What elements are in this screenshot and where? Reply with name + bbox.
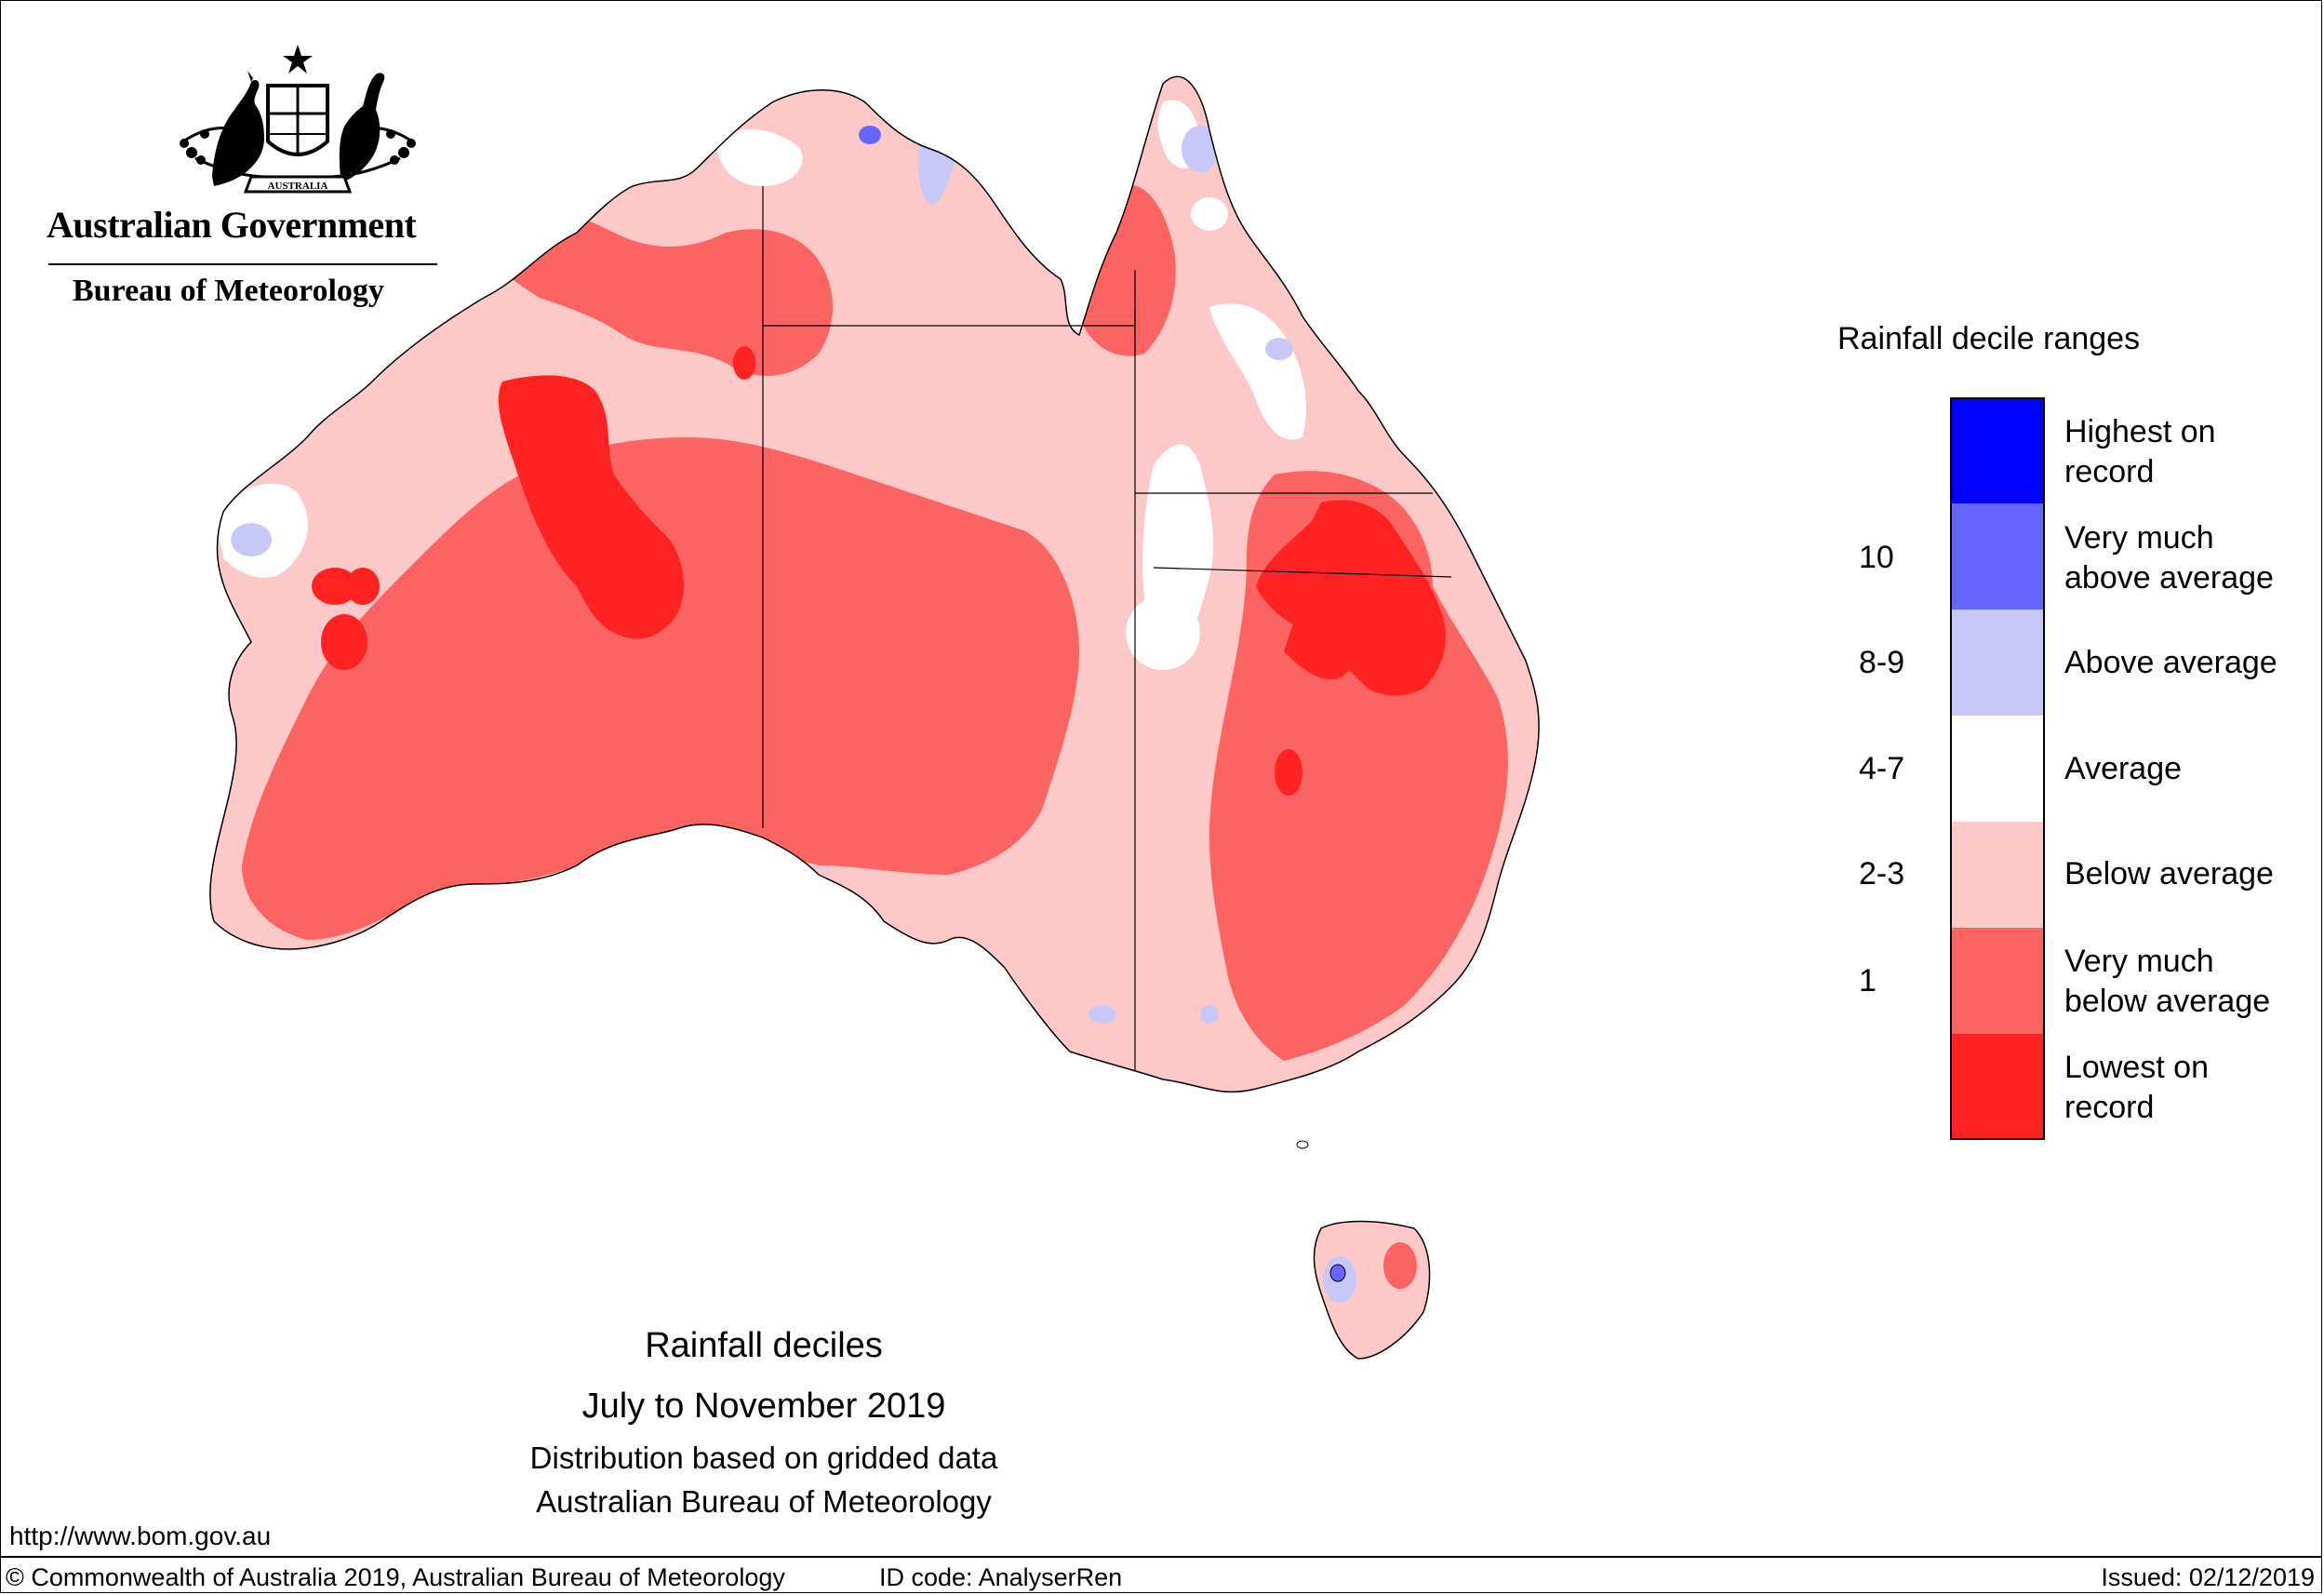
coastline — [209, 75, 1540, 1093]
kangaroo — [212, 80, 264, 186]
coat-of-arms-logo: AUSTRALIA — [180, 45, 416, 194]
map-title: Rainfall deciles — [645, 1326, 883, 1365]
header-divider — [48, 263, 437, 265]
map-subtitle-agency: Australian Bureau of Meteorology — [536, 1484, 992, 1519]
legend-swatch-below — [1950, 822, 2045, 928]
legend-title: Rainfall decile ranges — [1837, 321, 2141, 356]
legend-swatch-lowest — [1950, 1034, 2045, 1140]
legend-swatch-above — [1950, 610, 2045, 716]
legend-label-lowest: Lowest on record — [2064, 1050, 2209, 1125]
legend-range-2-3: 2-3 — [1859, 856, 1905, 891]
motto-scroll — [243, 175, 353, 194]
footer-id-code: ID code: AnalyserRen — [879, 1563, 1123, 1591]
map-period: July to November 2019 — [581, 1387, 946, 1426]
commonwealth-star — [283, 45, 313, 74]
legend-swatch-very-much-above — [1950, 503, 2045, 610]
legend-label-highest: Highest on record — [2064, 414, 2216, 489]
bom-url-link[interactable]: http://www.bom.gov.au — [9, 1521, 272, 1550]
svg-text:AUSTRALIA: AUSTRALIA — [268, 181, 328, 192]
legend-range-8-9: 8-9 — [1859, 645, 1905, 680]
legend-range-1: 1 — [1859, 963, 1877, 999]
legend-range-4-7: 4-7 — [1859, 751, 1905, 786]
legend-label-above: Above average — [2064, 645, 2277, 680]
legend-swatch-highest — [1950, 397, 2045, 503]
footer-issued: Issued: 02/12/2019 — [2101, 1563, 2315, 1591]
state-borders — [762, 186, 1452, 1070]
emu — [339, 73, 385, 182]
legend-label-very-much-above: Very much above average — [2064, 520, 2274, 596]
bureau-title: Bureau of Meteorology — [73, 274, 384, 308]
government-title: Australian Government — [47, 204, 417, 246]
legend-label-very-much-below: Very much below average — [2064, 944, 2271, 1019]
footer-copyright: © Commonwealth of Australia 2019, Austra… — [6, 1563, 785, 1591]
map-subtitle-distribution: Distribution based on gridded data — [529, 1441, 998, 1475]
legend-range-10: 10 — [1859, 540, 1894, 575]
legend-label-below: Below average — [2064, 856, 2274, 891]
footer-divider — [0, 1556, 2322, 1558]
legend-swatch-average — [1950, 716, 2045, 822]
australia-rainfall-map — [209, 75, 1540, 1360]
legend-swatch-very-much-below — [1950, 928, 2045, 1034]
legend-label-average: Average — [2064, 751, 2183, 786]
